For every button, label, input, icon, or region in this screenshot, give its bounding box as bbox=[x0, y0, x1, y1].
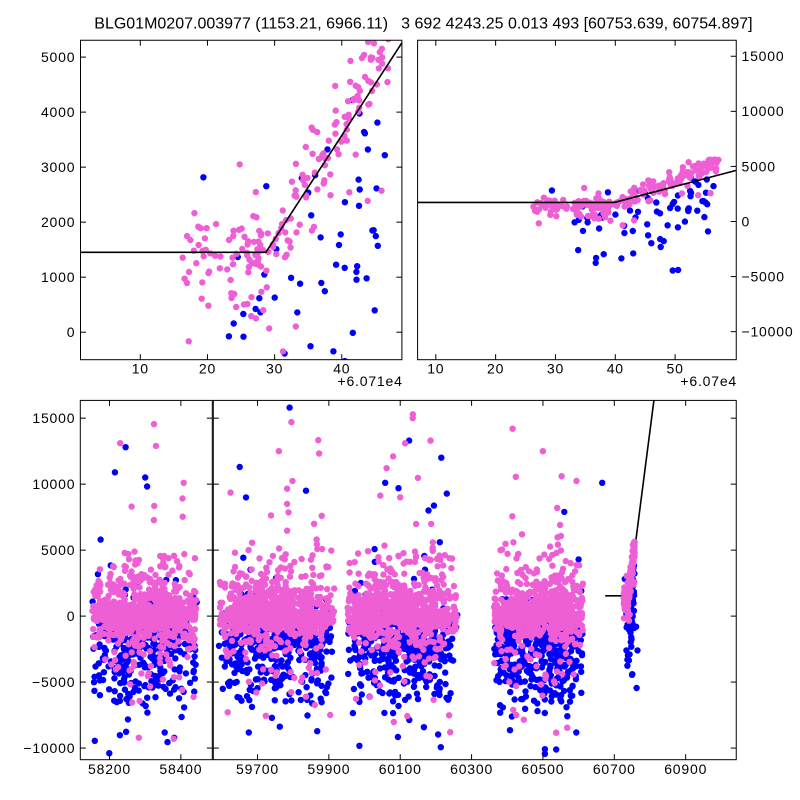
svg-text:20: 20 bbox=[199, 361, 216, 377]
svg-text:3000: 3000 bbox=[41, 159, 75, 175]
svg-text:10: 10 bbox=[132, 361, 149, 377]
svg-text:40: 40 bbox=[607, 361, 624, 377]
svg-text:20: 20 bbox=[487, 361, 504, 377]
svg-text:58200: 58200 bbox=[88, 761, 131, 777]
svg-text:59900: 59900 bbox=[307, 761, 350, 777]
svg-text:3 692 4243.25 0.013 493 [60753: 3 692 4243.25 0.013 493 [60753.639, 6075… bbox=[401, 16, 752, 33]
svg-text:+6.071e4: +6.071e4 bbox=[338, 373, 403, 389]
svg-text:−10000: −10000 bbox=[23, 740, 75, 756]
svg-text:1000: 1000 bbox=[41, 269, 75, 285]
svg-text:10000: 10000 bbox=[32, 476, 75, 492]
svg-text:60100: 60100 bbox=[379, 761, 422, 777]
svg-text:15000: 15000 bbox=[32, 410, 75, 426]
svg-text:59700: 59700 bbox=[236, 761, 279, 777]
svg-text:50: 50 bbox=[667, 361, 684, 377]
svg-text:60900: 60900 bbox=[664, 761, 707, 777]
svg-text:+6.07e4: +6.07e4 bbox=[680, 373, 737, 389]
svg-text:−5000: −5000 bbox=[32, 674, 75, 690]
svg-text:−10000: −10000 bbox=[742, 324, 794, 340]
svg-text:58400: 58400 bbox=[159, 761, 202, 777]
svg-text:5000: 5000 bbox=[41, 542, 75, 558]
svg-text:60700: 60700 bbox=[593, 761, 636, 777]
svg-text:60500: 60500 bbox=[521, 761, 564, 777]
svg-text:15000: 15000 bbox=[742, 48, 785, 64]
svg-text:60300: 60300 bbox=[450, 761, 493, 777]
svg-text:40: 40 bbox=[333, 361, 350, 377]
svg-text:0: 0 bbox=[67, 324, 76, 340]
svg-text:2000: 2000 bbox=[41, 214, 75, 230]
svg-text:30: 30 bbox=[547, 361, 564, 377]
svg-text:10000: 10000 bbox=[742, 103, 785, 119]
svg-text:0: 0 bbox=[67, 608, 76, 624]
svg-text:BLG01M0207.003977 (1153.21, 69: BLG01M0207.003977 (1153.21, 6966.11) bbox=[94, 16, 388, 33]
svg-text:5000: 5000 bbox=[41, 49, 75, 65]
svg-text:0: 0 bbox=[742, 213, 751, 229]
svg-text:30: 30 bbox=[266, 361, 283, 377]
svg-text:−5000: −5000 bbox=[742, 269, 785, 285]
svg-text:10: 10 bbox=[427, 361, 444, 377]
svg-text:4000: 4000 bbox=[41, 104, 75, 120]
svg-text:5000: 5000 bbox=[742, 158, 776, 174]
